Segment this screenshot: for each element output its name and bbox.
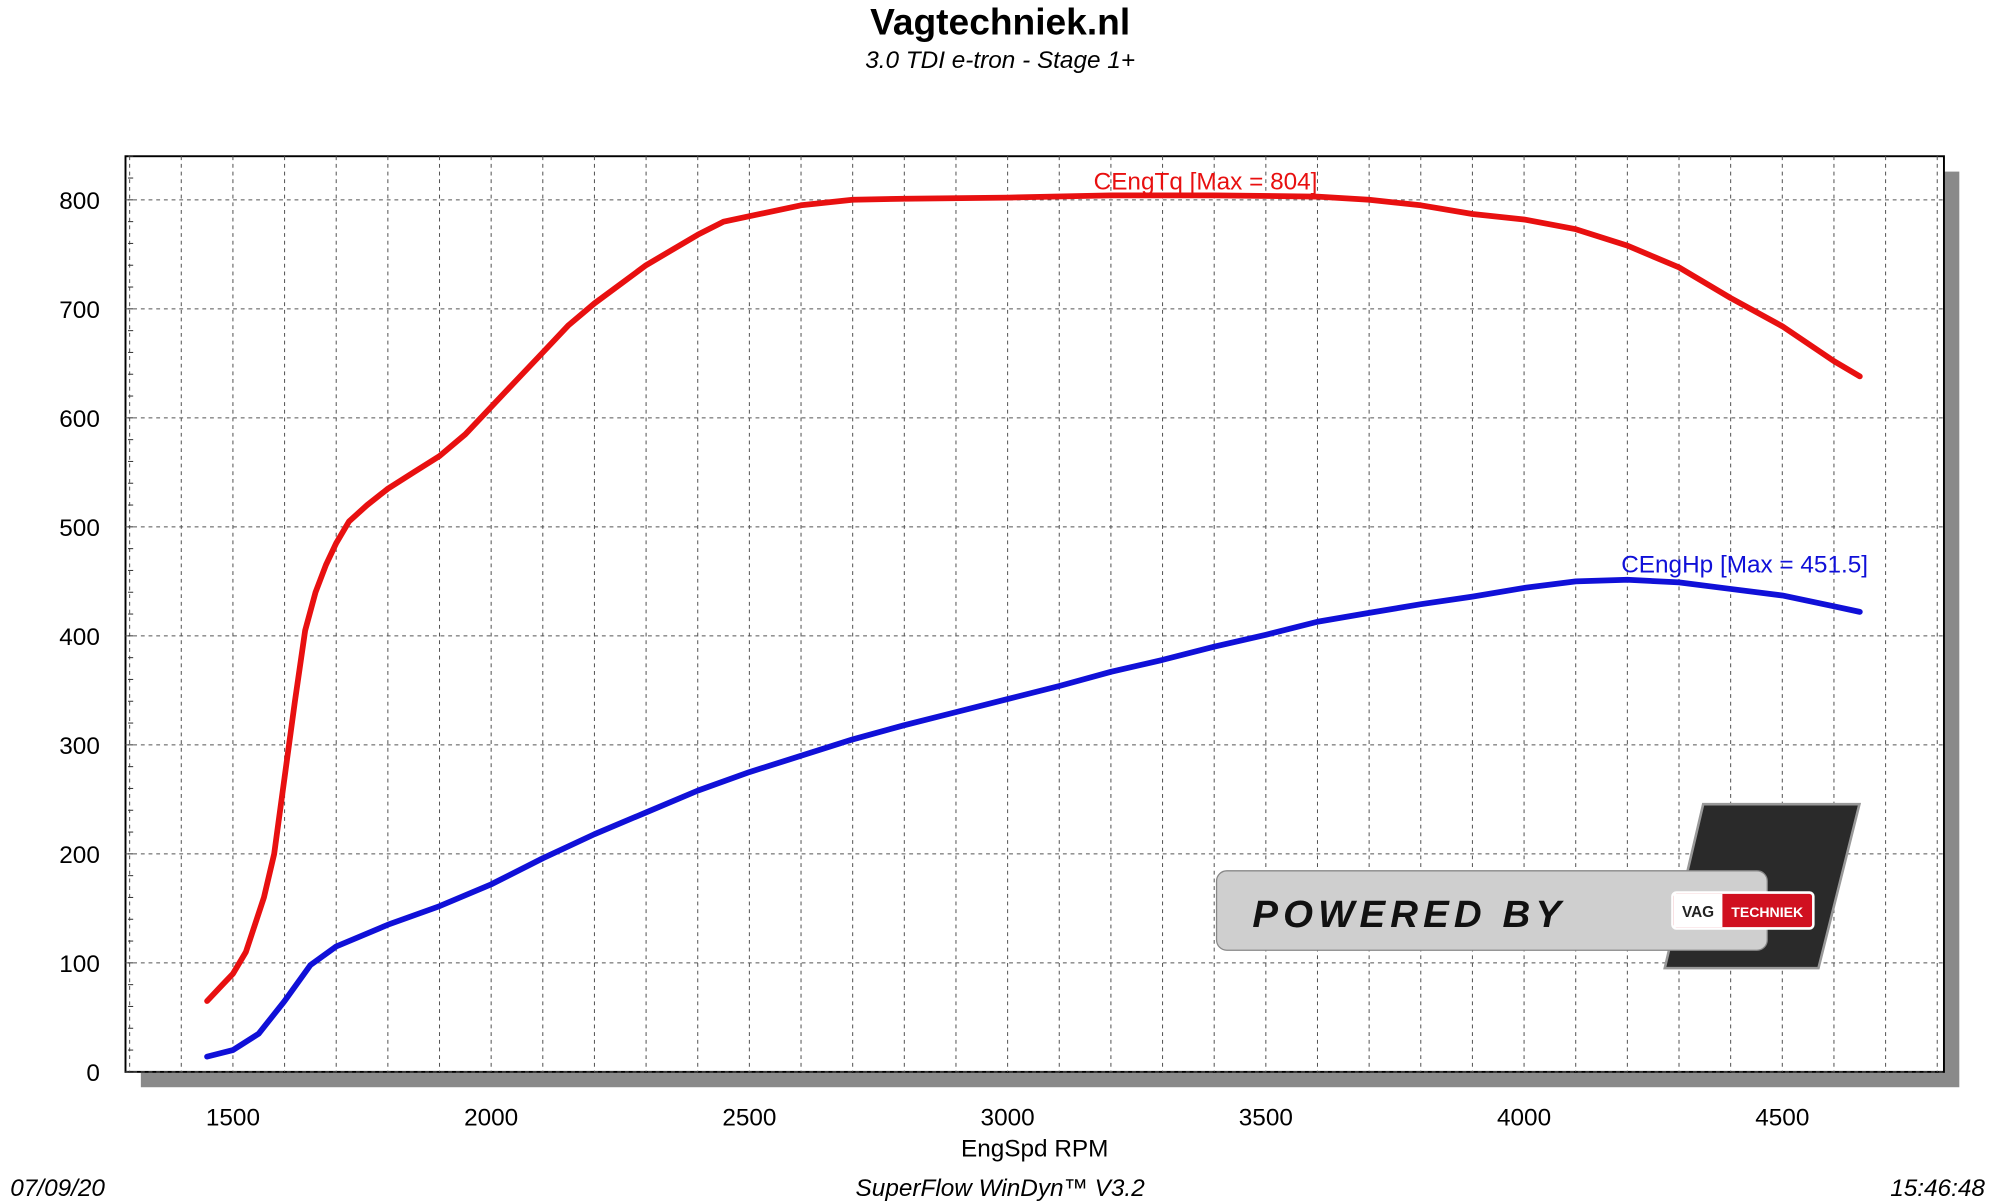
y-tick-label: 700 bbox=[59, 297, 100, 324]
logo-brand-right: TECHNIEK bbox=[1731, 904, 1804, 920]
x-tick-label: 4000 bbox=[1497, 1105, 1551, 1132]
x-tick-label: 2500 bbox=[722, 1105, 776, 1132]
y-tick-label: 100 bbox=[59, 951, 100, 978]
logo-brand-left: VAG bbox=[1682, 904, 1714, 921]
x-tick-label: 4500 bbox=[1755, 1105, 1809, 1132]
y-tick-label: 400 bbox=[59, 624, 100, 651]
x-tick-label: 3000 bbox=[981, 1105, 1035, 1132]
logo-text: POWERED BY bbox=[1252, 893, 1566, 936]
x-tick-label: 1500 bbox=[206, 1105, 260, 1132]
series-label-cengtq: CEngTq [Max = 804] bbox=[1094, 169, 1318, 196]
x-tick-label: 2000 bbox=[464, 1105, 518, 1132]
x-tick-label: 3500 bbox=[1239, 1105, 1293, 1132]
y-tick-label: 0 bbox=[86, 1060, 100, 1087]
y-tick-label: 800 bbox=[59, 188, 100, 215]
x-axis-label: EngSpd RPM bbox=[961, 1135, 1108, 1162]
y-tick-label: 300 bbox=[59, 733, 100, 760]
y-tick-label: 600 bbox=[59, 406, 100, 433]
y-tick-label: 200 bbox=[59, 842, 100, 869]
y-tick-label: 500 bbox=[59, 515, 100, 542]
series-label-cenghp: CEngHp [Max = 451.5] bbox=[1621, 551, 1868, 578]
